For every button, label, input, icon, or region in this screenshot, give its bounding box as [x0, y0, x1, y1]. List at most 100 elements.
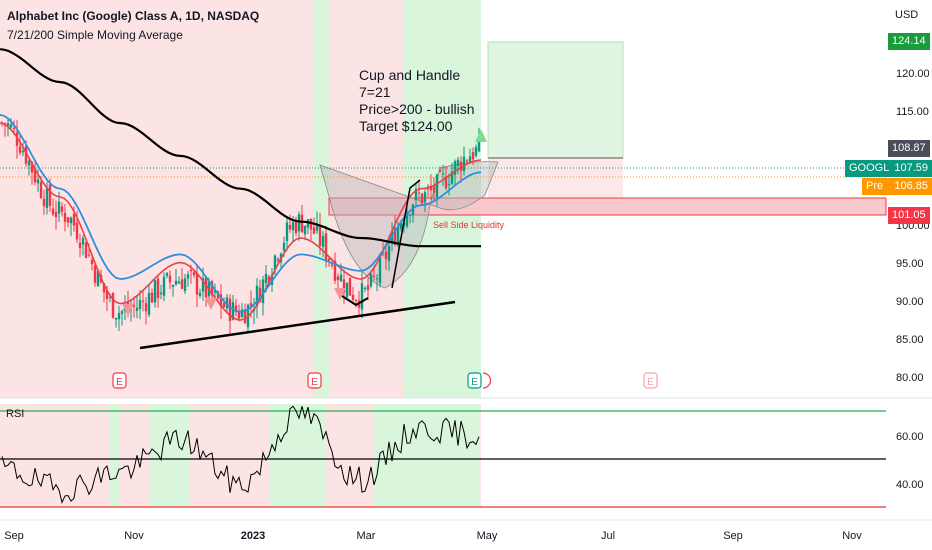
candle-body: [12, 127, 16, 129]
candle: [204, 275, 208, 307]
candle-body: [15, 132, 19, 146]
candle-body: [108, 296, 112, 298]
candle: [27, 158, 31, 176]
price-tick: 80.00: [896, 372, 924, 384]
candle-body: [372, 275, 376, 277]
candle-body: [204, 277, 208, 298]
candle-body: [396, 226, 400, 246]
candle-body: [168, 275, 172, 283]
candle-body: [111, 293, 115, 318]
time-tick: Sep: [4, 530, 24, 542]
candle-body: [261, 279, 265, 304]
candle-body: [381, 252, 385, 254]
candle-body: [468, 156, 472, 164]
candle-body: [351, 294, 355, 300]
candle: [63, 203, 67, 232]
handle-arrow: [341, 295, 369, 307]
sma-21-line: [0, 114, 482, 313]
candle-body: [420, 193, 424, 204]
trendline-lower: [139, 300, 456, 350]
candle-body: [105, 290, 109, 299]
candle: [459, 155, 463, 183]
candle: [81, 235, 85, 256]
candle: [162, 272, 166, 302]
candle-body: [429, 186, 433, 191]
rsi-tick: 60.00: [896, 431, 924, 443]
rsi-bull-background: [150, 404, 190, 507]
candle-body: [309, 218, 313, 230]
candle-body: [258, 287, 262, 302]
candle-body: [150, 292, 154, 303]
candle-body: [78, 242, 82, 249]
candle-body: [408, 214, 412, 216]
candle: [114, 317, 118, 328]
candle-body: [444, 176, 448, 189]
earnings-marker[interactable]: E: [112, 372, 127, 389]
earnings-marker-label: E: [116, 377, 123, 388]
candle: [285, 217, 289, 251]
pattern-annotation: Cup and Handle 7=21 Price>200 - bullish …: [359, 67, 475, 135]
candle-body: [117, 313, 121, 320]
pre-market-tag: Pre 106.85: [862, 178, 932, 195]
sell-triangle: [205, 298, 217, 310]
candle: [219, 284, 223, 319]
candle-body: [393, 228, 397, 245]
time-tick: Jul: [601, 530, 615, 542]
price-tick: 120.00: [896, 68, 930, 80]
stop-zone: [488, 158, 623, 198]
candle: [54, 200, 58, 230]
candle: [468, 148, 472, 164]
candle: [408, 213, 412, 224]
candle-body: [366, 285, 370, 291]
candle: [234, 299, 238, 317]
candle-body: [132, 304, 136, 307]
candle: [441, 164, 445, 186]
candle: [462, 146, 466, 176]
candle: [198, 288, 202, 299]
candle-body: [183, 278, 187, 292]
candle: [369, 270, 373, 289]
candle: [129, 299, 133, 322]
candle-body: [423, 192, 427, 202]
candle: [60, 202, 64, 217]
candle-body: [471, 152, 475, 160]
candle-body: [348, 277, 352, 296]
candle-body: [354, 300, 358, 302]
rsi-line: [1, 405, 480, 505]
rsi-label: RSI: [6, 408, 24, 420]
candle-body: [225, 297, 229, 309]
candle-body: [120, 311, 124, 314]
candle: [453, 159, 457, 186]
candle-body: [450, 171, 454, 184]
candle-body: [414, 188, 418, 201]
candle-body: [321, 236, 325, 247]
candle: [150, 288, 154, 303]
rsi-clear-background: [481, 404, 886, 507]
candle: [420, 192, 424, 205]
candle: [300, 204, 304, 234]
candle-body: [255, 285, 259, 307]
candle-body: [387, 245, 391, 262]
price-tick: 90.00: [896, 296, 924, 308]
candle-body: [360, 283, 364, 310]
candle: [186, 271, 190, 287]
candle-body: [327, 258, 331, 261]
candle-body: [153, 280, 157, 303]
candle-body: [474, 147, 478, 156]
earnings-marker[interactable]: E: [307, 372, 322, 389]
candle-body: [333, 260, 337, 281]
candle-body: [447, 184, 451, 186]
candle-body: [84, 242, 88, 258]
earnings-marker-future[interactable]: E: [643, 372, 658, 389]
earnings-marker[interactable]: E: [467, 372, 492, 389]
candle: [210, 279, 214, 301]
candle-body: [36, 179, 40, 184]
candle-body: [276, 258, 280, 261]
candle: [144, 297, 148, 325]
candle-body: [66, 217, 70, 223]
time-tick: Mar: [357, 530, 376, 542]
candle: [192, 271, 196, 278]
candle-body: [186, 274, 190, 279]
candle-body: [264, 273, 268, 284]
candle: [315, 211, 319, 234]
